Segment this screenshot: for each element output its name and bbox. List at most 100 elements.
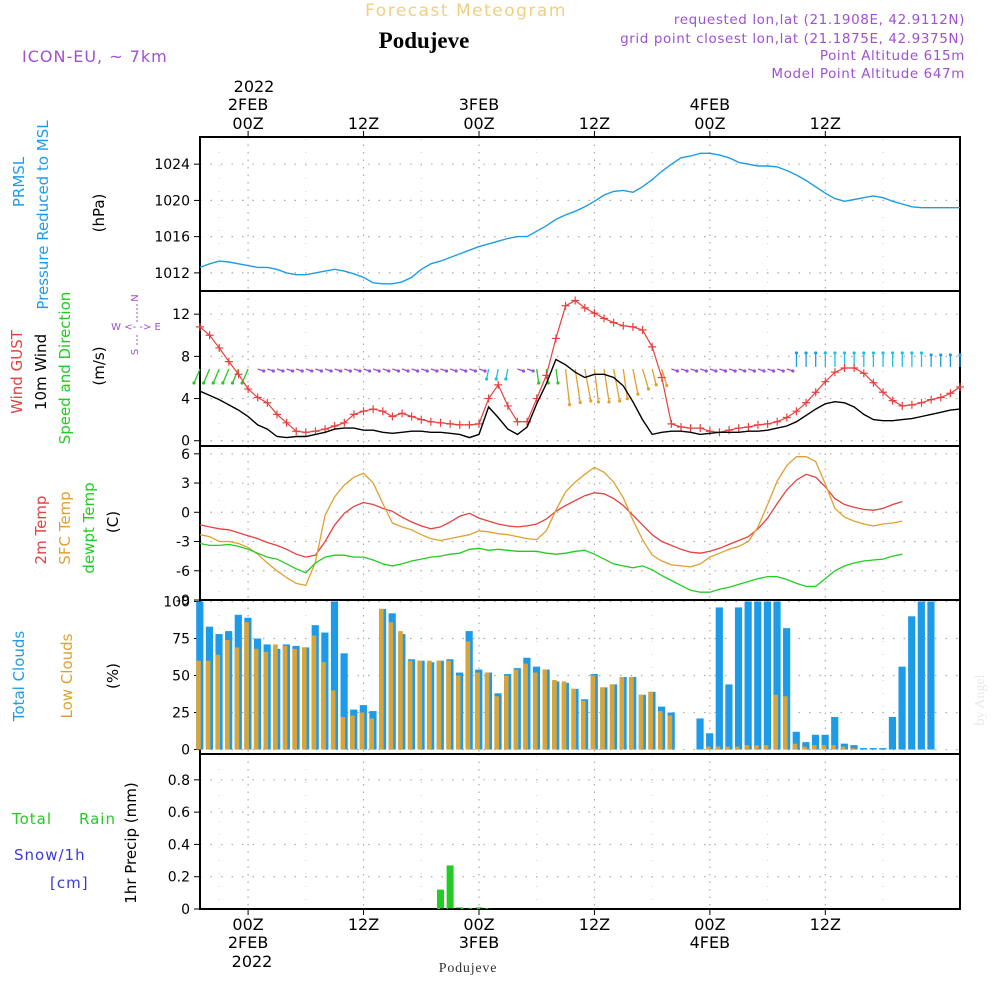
wind-arrow-head: [589, 399, 593, 403]
wind-arrow-head: [618, 399, 622, 403]
temp-title-2m: 2m Temp: [32, 496, 50, 565]
precip-panel: 0 0.2 0.4 0.6 0.8: [168, 753, 961, 918]
low-cloud-bar: [484, 672, 490, 750]
low-cloud-bar: [629, 677, 634, 750]
low-cloud-bar: [436, 660, 442, 750]
gust-marker: [388, 412, 397, 421]
total-cloud-bar: [869, 748, 877, 750]
gust-marker: [590, 309, 599, 318]
low-cloud-bar: [263, 651, 269, 750]
wind-arrow-head: [814, 351, 818, 355]
wind-arrow: [203, 368, 211, 384]
low-cloud-bar: [273, 644, 278, 750]
low-cloud-bar: [811, 745, 817, 750]
wind-arrow-head: [578, 400, 582, 405]
low-cloud-bar: [427, 660, 432, 750]
gust-marker: [407, 412, 416, 421]
wind-panel: 0 4 8 12: [172, 290, 964, 450]
low-cloud-bar: [571, 688, 576, 750]
gust-marker: [619, 321, 628, 330]
temp-y-tick-label: -9: [176, 593, 190, 609]
gust-marker: [609, 318, 618, 327]
wind-arrow-head: [202, 381, 206, 385]
gust-marker: [369, 405, 378, 414]
wind-arrow-head: [685, 369, 689, 373]
low-cloud-bar: [792, 743, 798, 750]
wind-arrow-head: [862, 351, 866, 355]
gust-marker: [196, 322, 204, 331]
total-cloud-bar: [811, 734, 820, 750]
low-cloud-bar: [244, 622, 249, 750]
dewpt-line: [199, 542, 903, 593]
gust-marker: [561, 301, 570, 310]
temp-title-sfc: SFC Temp: [56, 491, 74, 564]
low-cloud-bar: [734, 746, 740, 750]
low-cloud-bar: [340, 716, 346, 750]
wind-arrow: [536, 368, 540, 384]
gust-marker: [782, 413, 791, 422]
clouds-panel: 0 25 50 75 100: [163, 594, 961, 759]
gust-marker: [811, 388, 820, 397]
wind-arrow-head: [881, 351, 885, 355]
total-cloud-bar: [706, 733, 714, 750]
wind-arrow-head: [842, 351, 847, 355]
rain-bar: [475, 907, 483, 909]
gust-marker: [888, 396, 897, 405]
total-cloud-bar: [908, 616, 916, 750]
gust-marker: [600, 314, 609, 323]
wind-arrow-head: [762, 369, 766, 373]
clouds-title-low: Low Clouds: [58, 633, 76, 718]
gust-marker: [657, 373, 666, 382]
low-cloud-bar: [513, 669, 519, 750]
wind-arrow-head: [300, 369, 304, 373]
wind-arrow-head: [537, 381, 541, 385]
low-cloud-bar: [494, 696, 500, 750]
wind-y-tick-label: 8: [181, 349, 190, 365]
gust-marker: [378, 407, 387, 416]
gust-marker: [696, 424, 705, 433]
clouds-y-tick-label: 100: [163, 594, 190, 610]
precip-y-tick-label: 0.4: [168, 837, 190, 853]
gust-marker: [859, 369, 868, 378]
gridpoint-coordinates: grid point closest lon,lat (21.1875E, 42…: [620, 31, 965, 47]
gust-marker: [907, 400, 916, 409]
wind-arrow-head: [396, 369, 401, 373]
precip-title-total: Total: [11, 810, 52, 828]
wind-arrow: [193, 368, 201, 384]
wind-arrow-head: [358, 369, 362, 373]
low-cloud-bar: [369, 718, 374, 750]
bottom-hour-label: 00Z: [463, 915, 494, 934]
top-day-label: 2FEB: [228, 95, 268, 114]
gust-marker: [263, 398, 272, 407]
bottom-hour-label: 12Z: [348, 915, 379, 934]
clouds-unit: (%): [104, 663, 122, 689]
wind-arrow-head: [919, 351, 924, 355]
temp-title-dewpt: dewpt Temp: [80, 482, 98, 573]
top-day-label: 4FEB: [690, 95, 730, 114]
point-altitude: Point Altitude 615m: [820, 48, 965, 64]
gust-marker: [879, 388, 888, 397]
low-cloud-bar: [638, 694, 644, 750]
wind-arrow-head: [704, 369, 708, 373]
pressure-y-tick-label: 1020: [154, 193, 190, 209]
low-cloud-bar: [407, 660, 413, 750]
gust-marker: [446, 419, 455, 428]
gust-marker: [571, 296, 580, 305]
wind-arrow-head: [771, 369, 776, 373]
temp-panel: -9 -6 -3 0 3 6: [176, 445, 961, 609]
low-cloud-bar: [725, 746, 730, 750]
wind-arrow-head: [929, 353, 933, 357]
gust-marker: [359, 407, 368, 416]
low-cloud-bar: [398, 631, 403, 750]
location-title: Podujeve: [379, 28, 470, 53]
wind-arrow-head: [596, 400, 601, 404]
total-cloud-bar: [725, 684, 733, 750]
low-cloud-bar: [446, 660, 451, 750]
gust-marker: [648, 342, 657, 351]
total-cloud-bar: [330, 601, 339, 750]
low-cloud-bar: [609, 684, 615, 750]
wind-arrow-head: [494, 377, 498, 381]
pressure-title-msl: Pressure Reduced to MSL: [34, 120, 52, 310]
gust-marker: [272, 410, 281, 419]
